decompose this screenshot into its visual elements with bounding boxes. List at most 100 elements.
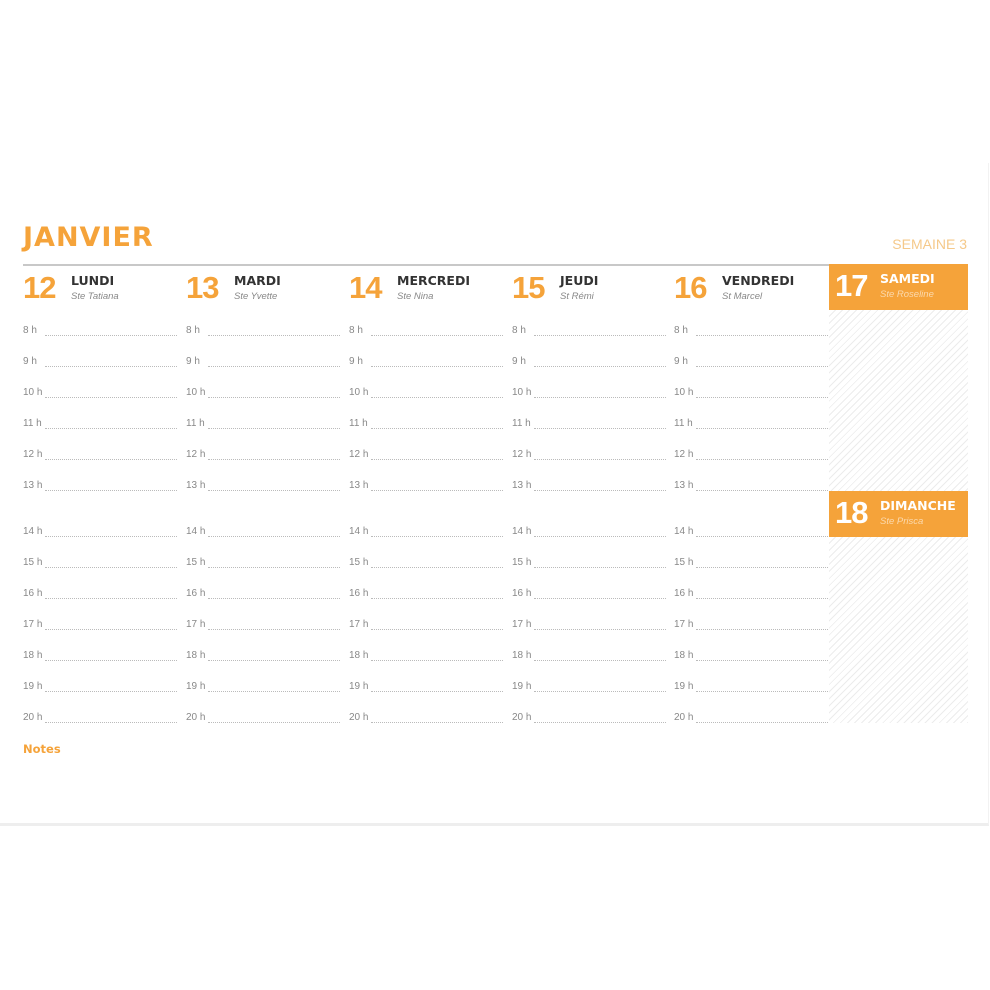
hour-slot[interactable]: 12 h (349, 449, 503, 463)
hour-label: 15 h (674, 557, 694, 568)
hour-slot[interactable]: 9 h (186, 356, 340, 370)
hour-label: 12 h (349, 449, 369, 460)
hour-slot[interactable]: 11 h (674, 418, 828, 432)
hour-slot[interactable]: 19 h (349, 681, 503, 695)
hour-slot[interactable]: 14 h (512, 526, 666, 540)
hour-label: 19 h (674, 681, 694, 692)
hour-slot[interactable]: 12 h (186, 449, 340, 463)
hour-slot[interactable]: 16 h (186, 588, 340, 602)
hour-slot[interactable]: 10 h (674, 387, 828, 401)
writing-line (534, 459, 666, 460)
hour-slot[interactable]: 11 h (23, 418, 177, 432)
hour-slot[interactable]: 19 h (186, 681, 340, 695)
hour-label: 16 h (23, 588, 43, 599)
hour-slot[interactable]: 8 h (23, 325, 177, 339)
hour-slot[interactable]: 17 h (349, 619, 503, 633)
header-divider (23, 264, 829, 266)
hour-slot[interactable]: 14 h (23, 526, 177, 540)
writing-line (534, 722, 666, 723)
writing-line (696, 459, 828, 460)
hour-label: 17 h (186, 619, 206, 630)
saint-name: Ste Tatiana (71, 291, 119, 302)
hour-slot[interactable]: 12 h (674, 449, 828, 463)
hour-slot[interactable]: 18 h (349, 650, 503, 664)
hour-slot[interactable]: 16 h (674, 588, 828, 602)
hour-label: 10 h (186, 387, 206, 398)
hour-slot[interactable]: 20 h (512, 712, 666, 726)
hour-slot[interactable]: 15 h (23, 557, 177, 571)
hour-slot[interactable]: 13 h (512, 480, 666, 494)
hour-label: 9 h (349, 356, 363, 367)
hour-slot[interactable]: 18 h (23, 650, 177, 664)
hour-label: 9 h (186, 356, 200, 367)
hour-slot[interactable]: 16 h (349, 588, 503, 602)
hour-slot[interactable]: 8 h (349, 325, 503, 339)
hour-slot[interactable]: 19 h (23, 681, 177, 695)
hour-slot[interactable]: 11 h (512, 418, 666, 432)
writing-line (371, 567, 503, 568)
writing-line (45, 629, 177, 630)
hour-slot[interactable]: 14 h (349, 526, 503, 540)
hour-slot[interactable]: 18 h (512, 650, 666, 664)
hour-slot[interactable]: 14 h (186, 526, 340, 540)
hour-slot[interactable]: 16 h (23, 588, 177, 602)
hour-slot[interactable]: 20 h (186, 712, 340, 726)
weekend-hatch[interactable] (829, 537, 968, 723)
hour-label: 8 h (23, 325, 37, 336)
hour-slot[interactable]: 11 h (186, 418, 340, 432)
hour-slot[interactable]: 13 h (349, 480, 503, 494)
hour-label: 16 h (349, 588, 369, 599)
hour-slot[interactable]: 18 h (186, 650, 340, 664)
hour-slot[interactable]: 9 h (674, 356, 828, 370)
hour-slot[interactable]: 10 h (349, 387, 503, 401)
writing-line (696, 598, 828, 599)
hour-slot[interactable]: 13 h (186, 480, 340, 494)
writing-line (696, 567, 828, 568)
hour-slot[interactable]: 10 h (512, 387, 666, 401)
hour-slot[interactable]: 20 h (674, 712, 828, 726)
hour-slot[interactable]: 8 h (512, 325, 666, 339)
hour-label: 12 h (23, 449, 43, 460)
hour-slot[interactable]: 13 h (23, 480, 177, 494)
weekend-hatch[interactable] (829, 310, 968, 491)
hour-slot[interactable]: 8 h (674, 325, 828, 339)
hour-slot[interactable]: 17 h (186, 619, 340, 633)
hour-slot[interactable]: 12 h (23, 449, 177, 463)
writing-line (534, 629, 666, 630)
hour-label: 20 h (23, 712, 43, 723)
hour-slot[interactable]: 19 h (512, 681, 666, 695)
hour-slot[interactable]: 19 h (674, 681, 828, 695)
hour-slot[interactable]: 17 h (23, 619, 177, 633)
day-header: 16 VENDREDI St Marcel (674, 266, 829, 306)
hour-slot[interactable]: 16 h (512, 588, 666, 602)
hour-label: 18 h (186, 650, 206, 661)
writing-line (371, 691, 503, 692)
hour-slot[interactable]: 9 h (512, 356, 666, 370)
hour-label: 20 h (349, 712, 369, 723)
hour-slot[interactable]: 17 h (674, 619, 828, 633)
hour-slot[interactable]: 14 h (674, 526, 828, 540)
hour-slot[interactable]: 9 h (349, 356, 503, 370)
hour-slot[interactable]: 9 h (23, 356, 177, 370)
hour-slot[interactable]: 15 h (349, 557, 503, 571)
hour-slot[interactable]: 18 h (674, 650, 828, 664)
hour-slot[interactable]: 15 h (512, 557, 666, 571)
hour-label: 16 h (186, 588, 206, 599)
saint-name: Ste Roseline (880, 289, 934, 300)
hour-slot[interactable]: 15 h (674, 557, 828, 571)
hour-slot[interactable]: 20 h (349, 712, 503, 726)
hour-label: 11 h (186, 418, 205, 429)
hour-slot[interactable]: 11 h (349, 418, 503, 432)
hour-label: 18 h (23, 650, 43, 661)
hour-slot[interactable]: 10 h (23, 387, 177, 401)
hour-slot[interactable]: 15 h (186, 557, 340, 571)
hour-slot[interactable]: 13 h (674, 480, 828, 494)
day-number: 17 (835, 268, 868, 303)
hour-slot[interactable]: 20 h (23, 712, 177, 726)
hour-slot[interactable]: 10 h (186, 387, 340, 401)
hour-slot[interactable]: 8 h (186, 325, 340, 339)
writing-line (696, 428, 828, 429)
hour-slot[interactable]: 12 h (512, 449, 666, 463)
writing-line (371, 536, 503, 537)
hour-slot[interactable]: 17 h (512, 619, 666, 633)
